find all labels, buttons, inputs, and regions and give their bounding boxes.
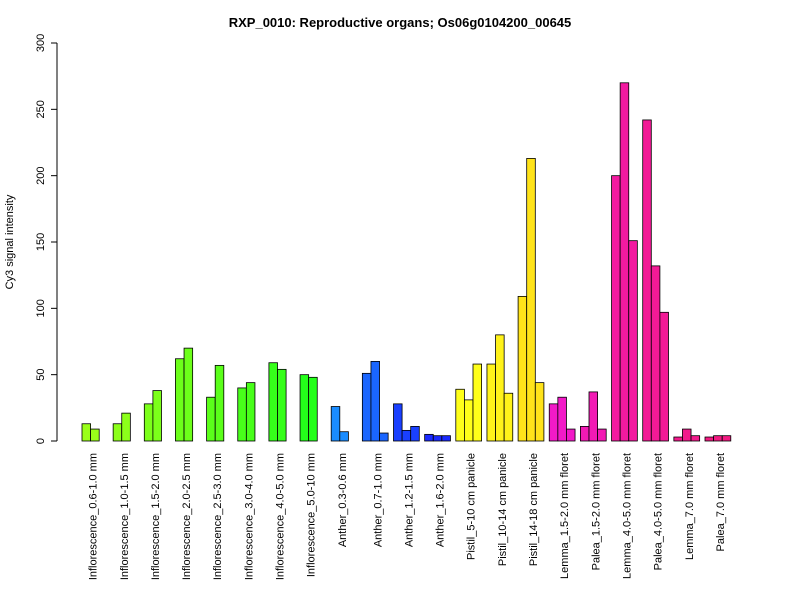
x-tick-label: Palea_4.0-5.0 mm floret [653, 453, 665, 570]
x-tick-label: Inflorescence_1.5-2.0 mm [150, 453, 162, 580]
x-tick-label: Pistil_14-18 cm panicle [528, 453, 540, 566]
x-tick-label: Lemma_4.0-5.0 mm floret [621, 453, 633, 579]
bar [90, 428, 100, 442]
bar [237, 387, 247, 442]
bar [619, 82, 630, 442]
bar [721, 435, 732, 442]
bar [432, 435, 443, 442]
bar [206, 396, 216, 442]
bar [659, 311, 669, 442]
x-tick-label: Inflorescence_0.6-1.0 mm [88, 453, 100, 580]
bar [534, 382, 545, 442]
bar [486, 363, 496, 442]
bar [330, 406, 341, 442]
bar [463, 399, 474, 442]
x-tick-label: Inflorescence_2.5-3.0 mm [212, 453, 224, 580]
bar [682, 428, 692, 442]
bar [339, 431, 349, 442]
bar [548, 403, 559, 442]
bar [121, 412, 131, 442]
y-tick-label: 0 [35, 438, 47, 444]
x-tick-label: Inflorescence_1.0-1.5 mm [119, 453, 131, 580]
bar [152, 390, 162, 442]
x-tick-label: Lemma_7.0 mm floret [684, 453, 696, 560]
y-tick-label: 50 [35, 369, 47, 381]
bar [713, 435, 723, 442]
bar [183, 347, 194, 442]
bar [214, 364, 225, 442]
y-tick-label: 200 [35, 166, 47, 184]
bar [81, 423, 92, 442]
bar [175, 358, 185, 442]
bar [642, 119, 652, 442]
bar [455, 388, 465, 442]
bar [370, 360, 380, 442]
bar [424, 433, 434, 442]
x-axis-labels: Inflorescence_0.6-1.0 mm Inflorescence_1.… [88, 453, 727, 580]
chart-title: RXP_0010: Reproductive organs; Os06g0104… [229, 15, 572, 30]
bar [588, 391, 599, 442]
x-tick-label: Pistil_5-10 cm panicle [466, 453, 478, 560]
bar [299, 374, 310, 442]
bar [495, 334, 505, 442]
x-tick-label: Inflorescence_5.0-10 mm [306, 453, 318, 577]
bar [650, 265, 661, 442]
bar [690, 435, 701, 442]
bar [673, 436, 683, 442]
bar [580, 426, 590, 442]
bar [704, 436, 715, 442]
x-tick-label: Inflorescence_4.0-5.0 mm [275, 453, 287, 580]
bar [361, 372, 372, 442]
bar [401, 429, 412, 442]
x-tick-label: Pistil_10-14 cm panicle [497, 453, 509, 566]
bar [611, 175, 621, 442]
bar [379, 432, 389, 442]
bar [410, 426, 420, 442]
x-tick-label: Palea_1.5-2.0 mm floret [590, 453, 602, 570]
bar [557, 396, 567, 442]
x-tick-label: Inflorescence_3.0-4.0 mm [243, 453, 255, 580]
bar [503, 392, 514, 442]
bar [143, 403, 154, 442]
y-tick-label: 250 [35, 100, 47, 118]
bar [268, 362, 278, 442]
x-tick-label: Lemma_1.5-2.0 mm floret [559, 453, 571, 579]
y-axis: 0 50 100 150 200 250 300 [35, 34, 58, 444]
bar [517, 295, 528, 442]
bars [81, 82, 732, 442]
bar [112, 423, 123, 442]
bar [628, 240, 638, 442]
bar [566, 428, 576, 442]
y-axis-label: Cy3 signal intensity [4, 194, 16, 289]
x-tick-label: Anther_0.7-1.0 mm [372, 453, 384, 547]
x-tick-label: Anther_1.2-1.5 mm [403, 453, 415, 547]
bar [472, 363, 483, 442]
x-tick-label: Anther_1.6-2.0 mm [435, 453, 447, 547]
y-tick-label: 300 [35, 34, 47, 52]
y-tick-label: 100 [35, 299, 47, 317]
bar [597, 428, 607, 442]
bar [277, 368, 287, 442]
x-tick-label: Palea_7.0 mm floret [715, 453, 727, 551]
bar [245, 382, 256, 442]
bar [526, 158, 536, 442]
x-tick-label: Inflorescence_2.0-2.5 mm [181, 453, 193, 580]
bar [308, 376, 318, 442]
y-tick-label: 150 [35, 233, 47, 251]
x-tick-label: Anther_0.3-0.6 mm [337, 453, 349, 547]
bar [441, 435, 451, 442]
bar [393, 403, 403, 442]
